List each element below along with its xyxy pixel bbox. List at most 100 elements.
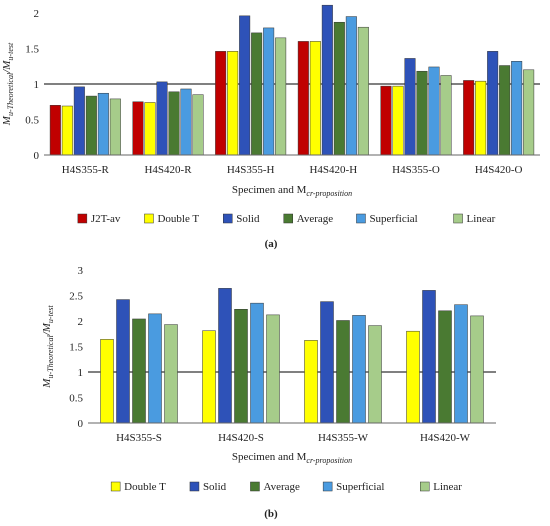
x-axis-label-main: Specimen and M (232, 184, 307, 196)
x-axis-label: Specimen and Mcr-proposition (232, 184, 352, 198)
bar-linear-h4s355-w (368, 325, 382, 424)
bar-solid-h4s420-h (321, 4, 333, 156)
category-label: H4S355-O (392, 164, 440, 176)
bar-solid-h4s355-r (73, 86, 85, 156)
bar-linear-h4s355-r (109, 98, 121, 156)
bar-double-t-h4s355-h (227, 51, 239, 156)
y-axis-label-sub: u-test (6, 42, 15, 61)
bar-double-t-h4s355-o (392, 85, 404, 156)
x-axis-label-sub: cr-proposition (306, 456, 352, 465)
legend-swatch-j2t-av (77, 213, 88, 224)
bar-double-t-h4s355-s (100, 339, 114, 424)
bar-average-h4s420-r (168, 91, 180, 156)
y-axis-label-main: M (1, 115, 13, 126)
bar-linear-h4s420-h (357, 26, 369, 156)
y-axis-label: Mu-Theoretical/Mu-test (41, 305, 55, 389)
y-tick-label: 1.5 (69, 342, 83, 354)
legend-label-superficial: Superficial (369, 213, 417, 225)
panel-label: (a) (265, 238, 278, 250)
bar-average-h4s355-h (251, 32, 263, 156)
bar-solid-h4s355-h (239, 15, 251, 156)
category-label: H4S420-S (218, 432, 264, 444)
y-axis-label-main: M (41, 378, 53, 389)
category-label: H4S420-R (144, 164, 192, 176)
bar-solid-h4s420-r (156, 81, 168, 156)
bar-j2t-av-h4s355-r (49, 105, 61, 156)
legend-label-solid: Solid (236, 213, 260, 225)
bar-linear-h4s420-w (470, 315, 484, 424)
legend-swatch-linear (420, 481, 430, 492)
chart-panel-b: 0 0.5 1 1.5 2 2.5 3 H4S355-S H4S420-S H4S355-W H4S… (41, 265, 496, 520)
bar-superficial-h4s420-r (180, 88, 192, 156)
bar-linear-h4s420-s (266, 314, 280, 424)
y-tick-label: 2.5 (69, 291, 83, 303)
bar-solid-h4s355-o (404, 58, 416, 156)
y-tick-label: 2 (34, 8, 40, 20)
bar-solid-h4s420-o (487, 51, 499, 156)
bar-double-t-h4s355-w (304, 340, 318, 424)
legend-label-double-t: Double T (124, 481, 166, 493)
bar-average-h4s420-s (234, 309, 248, 424)
bar-double-t-h4s355-r (61, 105, 73, 156)
bar-superficial-h4s420-w (454, 304, 468, 424)
y-axis-label: Mu-Theoretical/Mu-test (1, 42, 15, 126)
legend-label-average: Average (297, 213, 334, 225)
x-axis-label: Specimen and Mcr-proposition (232, 451, 352, 465)
y-tick-label: 1 (78, 367, 84, 379)
bar-linear-h4s420-r (192, 94, 204, 156)
bar-j2t-av-h4s355-h (215, 51, 227, 156)
legend-label-linear: Linear (467, 213, 496, 225)
bar-superficial-h4s355-o (428, 66, 440, 156)
legend-label-solid: Solid (203, 481, 227, 493)
bar-superficial-h4s355-r (97, 92, 109, 156)
bar-linear-h4s355-h (275, 37, 287, 156)
bar-solid-h4s420-w (422, 290, 436, 424)
y-axis-label-sub: u-Theoretical (46, 335, 55, 379)
bar-superficial-h4s420-o (511, 61, 523, 156)
y-axis-label-mid: /M (1, 60, 13, 74)
y-tick-label: 0 (78, 418, 84, 430)
y-tick-label: 3 (78, 265, 84, 277)
bar-j2t-av-h4s355-o (380, 85, 392, 156)
chart-panel-a: 0 0.5 1 1.5 2 H4S355-R H4S420-R H4S355-H H4S420-… (1, 4, 540, 250)
bar-double-t-h4s420-h (309, 41, 321, 156)
bar-average-h4s355-s (132, 318, 146, 424)
category-label: H4S355-H (227, 164, 275, 176)
legend-swatch-superficial (356, 213, 366, 224)
legend-swatch-superficial (322, 481, 333, 492)
y-tick-label: 2 (78, 316, 84, 328)
y-tick-label: 0.5 (25, 115, 39, 127)
legend-swatch-double-t (144, 213, 154, 224)
category-label: H4S420-O (475, 164, 523, 176)
legend-swatch-solid (223, 213, 233, 224)
bar-average-h4s355-w (336, 320, 350, 424)
bar-average-h4s355-r (85, 95, 97, 156)
y-axis-label-sub: u-test (46, 305, 55, 324)
legend-label-linear: Linear (433, 481, 462, 493)
bar-linear-h4s420-o (523, 69, 535, 156)
bar-superficial-h4s355-s (148, 313, 162, 424)
legend-swatch-linear (453, 213, 463, 224)
bar-solid-h4s355-w (320, 301, 334, 424)
category-label: H4S355-R (62, 164, 110, 176)
bar-solid-h4s355-s (116, 299, 130, 424)
bar-superficial-h4s420-s (250, 302, 264, 424)
bar-superficial-h4s420-h (345, 16, 357, 156)
category-label: H4S355-S (116, 432, 162, 444)
bar-average-h4s420-h (333, 21, 345, 156)
bar-average-h4s420-o (499, 65, 511, 156)
bar-double-t-h4s420-r (144, 102, 156, 156)
legend-label-double-t: Double T (157, 213, 199, 225)
y-tick-label: 0 (34, 150, 40, 162)
bar-double-t-h4s420-s (202, 330, 216, 424)
legend-label-j2t-av: J2T-av (91, 213, 121, 225)
legend-label-average: Average (263, 481, 300, 493)
y-tick-label: 0.5 (69, 393, 83, 405)
y-tick-label: 1.5 (25, 44, 39, 56)
legend-swatch-double-t (110, 481, 121, 492)
legend-swatch-average (283, 213, 293, 224)
x-axis-label-main: Specimen and M (232, 451, 307, 463)
bar-average-h4s355-o (416, 70, 428, 156)
legend-swatch-solid (189, 481, 200, 492)
bar-superficial-h4s355-w (352, 315, 366, 424)
